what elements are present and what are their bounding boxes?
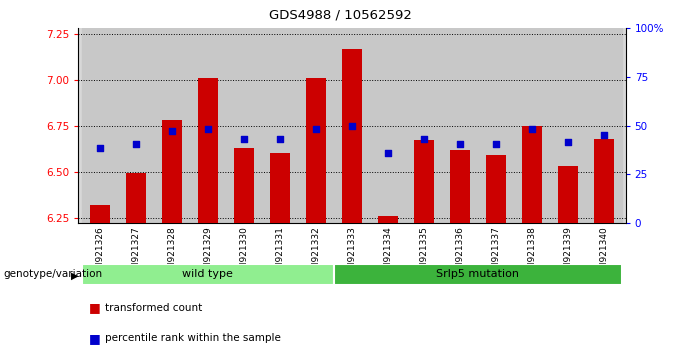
Point — [562, 139, 573, 145]
Point — [95, 145, 105, 150]
Text: ▶: ▶ — [71, 270, 79, 280]
Bar — [406, 28, 442, 223]
Bar — [342, 48, 362, 223]
Text: transformed count: transformed count — [105, 303, 203, 313]
Bar — [306, 78, 326, 223]
Bar — [82, 264, 334, 285]
Point — [418, 136, 429, 141]
Point — [311, 126, 322, 132]
Bar — [262, 28, 298, 223]
Bar — [234, 148, 254, 223]
Bar — [298, 28, 334, 223]
Bar — [442, 28, 478, 223]
Bar — [90, 205, 109, 223]
Bar — [162, 120, 182, 223]
Bar — [522, 126, 542, 223]
Point — [167, 129, 177, 134]
Point — [490, 141, 501, 147]
Bar — [550, 28, 586, 223]
Text: ■: ■ — [88, 332, 100, 344]
Bar — [414, 141, 434, 223]
Point — [526, 126, 537, 132]
Text: GDS4988 / 10562592: GDS4988 / 10562592 — [269, 9, 411, 22]
Point — [239, 136, 250, 141]
Bar — [154, 28, 190, 223]
Bar — [478, 28, 514, 223]
Point — [598, 132, 609, 138]
Bar — [378, 216, 398, 223]
Point — [275, 136, 286, 141]
Text: genotype/variation: genotype/variation — [3, 269, 103, 279]
Point — [131, 141, 141, 147]
Bar — [118, 28, 154, 223]
Text: wild type: wild type — [182, 269, 233, 279]
Bar — [270, 153, 290, 223]
Bar — [486, 155, 506, 223]
Bar — [558, 166, 578, 223]
Bar — [198, 78, 218, 223]
Bar — [594, 138, 614, 223]
Point — [454, 141, 465, 147]
Bar — [586, 28, 622, 223]
Point — [203, 126, 214, 132]
Bar — [190, 28, 226, 223]
Text: ■: ■ — [88, 302, 100, 314]
Bar — [334, 28, 370, 223]
Point — [346, 123, 357, 129]
Point — [382, 150, 393, 156]
Bar — [370, 28, 406, 223]
Text: percentile rank within the sample: percentile rank within the sample — [105, 333, 282, 343]
Bar — [450, 149, 470, 223]
Text: Srlp5 mutation: Srlp5 mutation — [437, 269, 520, 279]
Bar — [226, 28, 262, 223]
Bar — [82, 28, 118, 223]
Bar — [514, 28, 550, 223]
Bar — [334, 264, 622, 285]
Bar — [126, 173, 146, 223]
